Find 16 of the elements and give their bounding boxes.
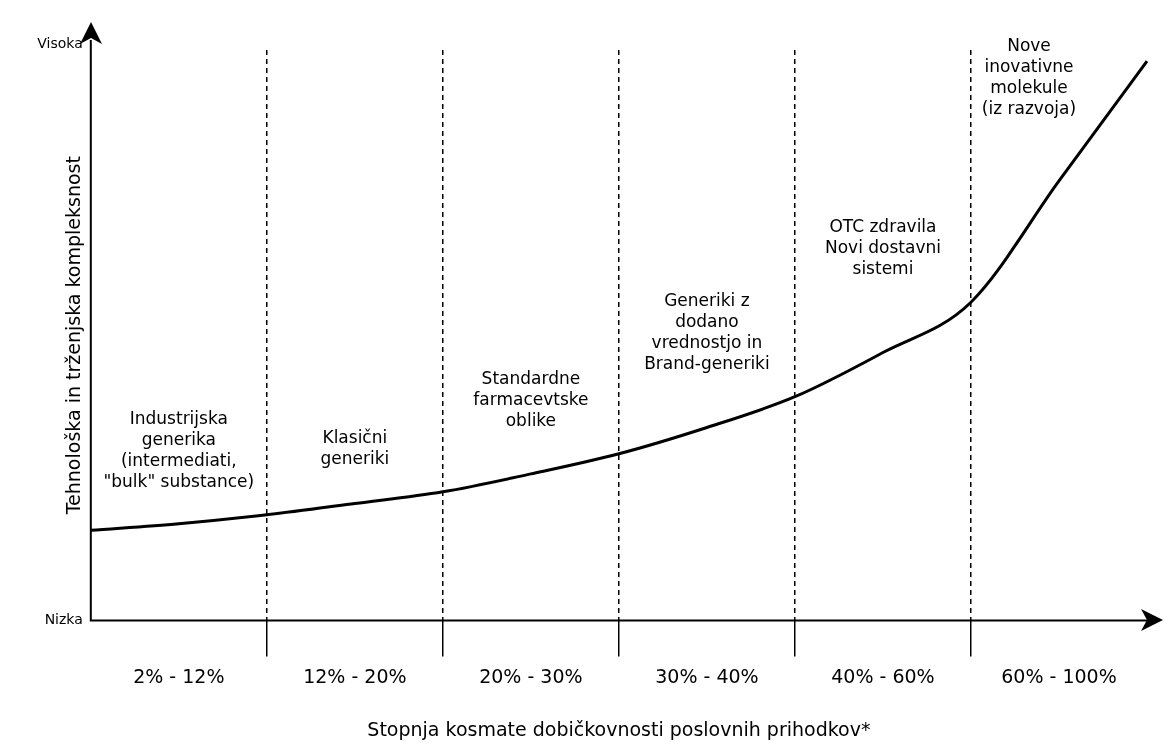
annotation: OTC zdravila Novi dostavni sistemi: [824, 216, 941, 279]
y-axis-title: Tehnološka in trženjska kompleksnost: [62, 156, 85, 516]
annotation: Generiki z dodano vrednostjo in Brand-generiki: [644, 289, 770, 373]
annotation: Klasični generiki: [320, 426, 390, 468]
text: Visoka: [37, 34, 83, 51]
x-axis-title: Stopnja kosmate dobičkovnosti poslovnih prihodkov*: [367, 717, 871, 740]
annotation: Nove inovativne molekule (iz razvoja): [981, 34, 1077, 118]
x-tick-label: 20% - 30%: [479, 664, 583, 687]
text: Nizka: [44, 611, 83, 628]
annotation: Standardne farmacevtske oblike: [473, 367, 589, 430]
x-tick-label: 2% - 12%: [133, 664, 225, 687]
x-tick-label: 40% - 60%: [831, 664, 935, 687]
x-tick-label: 60% - 100%: [1001, 664, 1117, 687]
x-tick-label: 12% - 20%: [303, 664, 407, 687]
annotation: Industrijska generika (intermediati, "bulk" substance): [103, 407, 255, 491]
x-tick-label: 30% - 40%: [655, 664, 759, 687]
